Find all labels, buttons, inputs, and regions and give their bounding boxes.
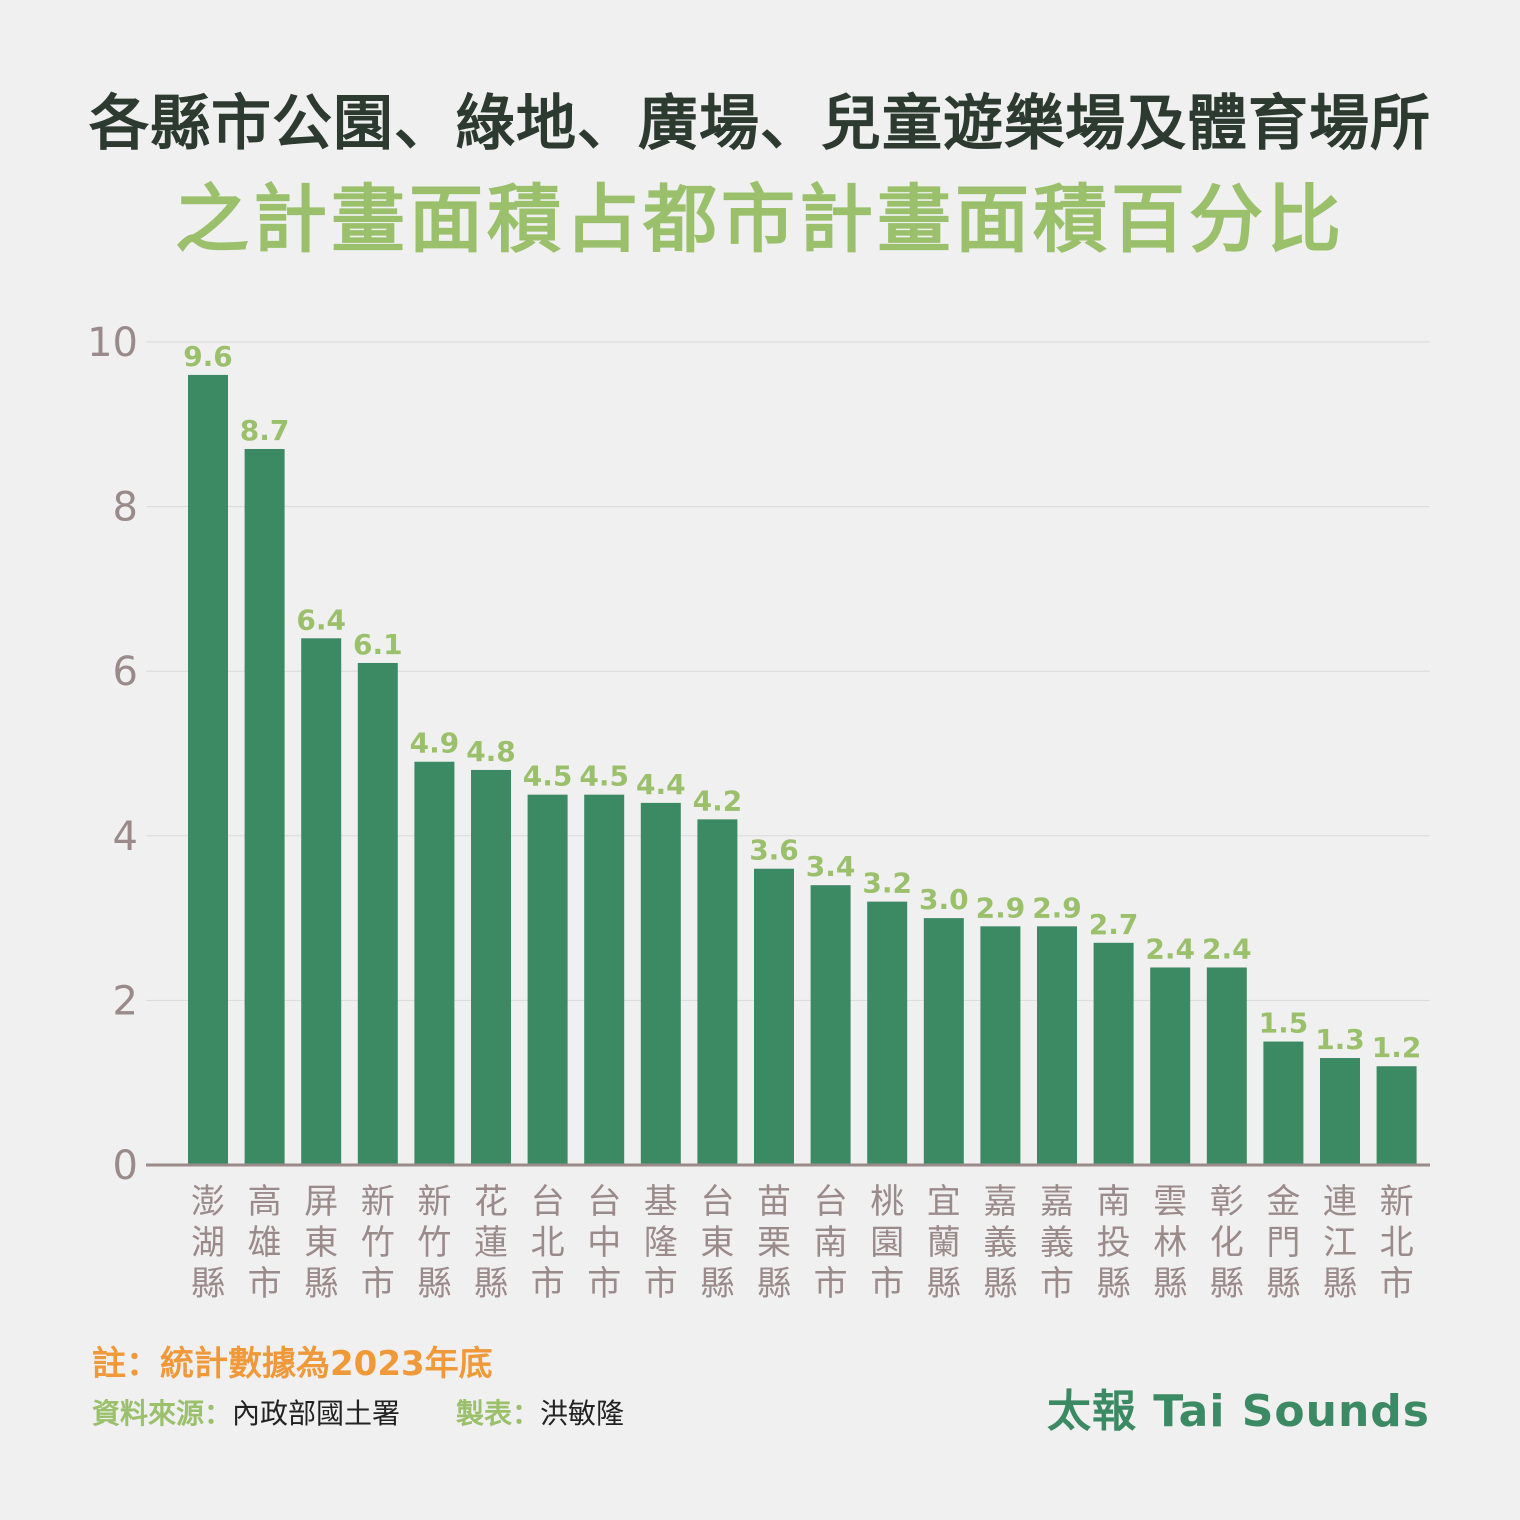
data-label: 3.4 — [806, 850, 856, 883]
bar — [471, 769, 511, 1165]
bar-chart: 0 2 4 6 8 10 9.6 澎湖縣 8.7 高雄市 6.4 屏東縣 6.1 新竹市 4.9 新竹縣 4.8… — [87, 320, 1430, 1304]
y-tick-label: 2 — [113, 978, 138, 1024]
bar — [640, 802, 681, 1165]
x-tick-label: 台東縣 — [700, 1182, 734, 1304]
x-tick-label: 花蓮縣 — [474, 1182, 508, 1304]
data-label: 3.2 — [862, 867, 912, 900]
bar — [754, 868, 794, 1165]
data-label: 4.5 — [523, 760, 573, 793]
x-tick-label: 高雄市 — [248, 1182, 282, 1304]
bar — [867, 901, 908, 1165]
bar — [527, 794, 568, 1165]
data-label: 2.7 — [1089, 908, 1139, 941]
data-label: 1.2 — [1372, 1031, 1422, 1064]
x-tick-label: 苗栗縣 — [757, 1182, 791, 1304]
data-label: 4.2 — [693, 784, 743, 817]
y-tick-label: 6 — [113, 649, 138, 695]
data-label: 8.7 — [240, 414, 290, 447]
bar — [1376, 1066, 1417, 1165]
source-label: 資料來源： — [92, 1397, 233, 1430]
y-tick-label: 8 — [113, 485, 138, 531]
data-label: 2.4 — [1145, 932, 1195, 965]
data-label: 6.1 — [353, 628, 403, 661]
data-label: 2.4 — [1202, 932, 1252, 965]
bar — [301, 638, 342, 1165]
bar — [357, 662, 398, 1165]
bar — [1037, 926, 1077, 1165]
x-tick-label: 新竹縣 — [417, 1182, 451, 1304]
bar — [188, 374, 228, 1165]
chart-title-line1: 各縣市公園、綠地、廣場、兒童遊樂場及體育場所 — [89, 89, 1431, 159]
maker-value: 洪敏隆 — [540, 1397, 625, 1430]
x-tick-label: 澎湖縣 — [191, 1182, 225, 1304]
data-label: 4.9 — [410, 727, 460, 760]
bar — [980, 926, 1021, 1165]
bar — [1150, 967, 1191, 1165]
bar — [810, 885, 851, 1165]
x-tick-label: 嘉義市 — [1040, 1182, 1074, 1304]
data-label: 4.5 — [579, 760, 629, 793]
data-label: 2.9 — [1032, 891, 1082, 924]
brand-logo-text: 太報 Tai Sounds — [1046, 1386, 1430, 1437]
x-tick-label: 彰化縣 — [1210, 1182, 1244, 1304]
data-label: 4.4 — [636, 768, 686, 801]
x-tick-label: 屏東縣 — [304, 1182, 338, 1304]
x-tick-label: 基隆市 — [644, 1182, 678, 1304]
bar — [244, 448, 285, 1165]
data-label: 6.4 — [296, 603, 346, 636]
bar — [1320, 1058, 1360, 1165]
data-label: 2.9 — [976, 891, 1026, 924]
data-label: 4.8 — [466, 735, 516, 768]
x-tick-label: 桃園市 — [870, 1182, 904, 1304]
y-tick-label: 0 — [113, 1143, 138, 1189]
data-label: 3.0 — [919, 883, 969, 916]
x-tick-label: 宜蘭縣 — [927, 1182, 961, 1304]
chart-title-line2: 之計畫面積占都市計畫面積百分比 — [175, 177, 1345, 263]
data-label: 1.5 — [1259, 1007, 1309, 1040]
credits: 資料來源：內政部國土署 製表：洪敏隆 — [92, 1392, 624, 1436]
data-label: 1.3 — [1315, 1023, 1365, 1056]
bar — [414, 761, 455, 1165]
bar — [584, 794, 625, 1165]
y-tick-label: 4 — [113, 814, 138, 860]
x-tick-label: 台南市 — [814, 1182, 848, 1304]
bar — [923, 918, 964, 1165]
x-tick-label: 金門縣 — [1266, 1182, 1300, 1304]
bar — [1263, 1041, 1304, 1165]
footnote: 註：統計數據為2023年底 — [92, 1344, 493, 1384]
x-tick-label: 新竹市 — [361, 1182, 395, 1304]
x-tick-label: 南投縣 — [1097, 1182, 1131, 1304]
source-value: 內政部國土署 — [232, 1397, 401, 1430]
x-tick-label: 雲林縣 — [1153, 1182, 1187, 1304]
x-tick-label: 台中市 — [587, 1182, 621, 1304]
maker-label: 製表： — [456, 1397, 541, 1430]
data-label: 3.6 — [749, 834, 799, 867]
data-label: 9.6 — [183, 340, 233, 373]
bar — [1206, 967, 1247, 1165]
x-tick-label: 台北市 — [531, 1182, 565, 1304]
x-tick-label: 嘉義縣 — [983, 1182, 1017, 1304]
x-tick-label: 新北市 — [1380, 1182, 1414, 1304]
y-tick-label: 10 — [87, 320, 138, 366]
bar — [697, 819, 738, 1165]
bar — [1093, 942, 1134, 1165]
x-tick-label: 連江縣 — [1323, 1182, 1357, 1304]
